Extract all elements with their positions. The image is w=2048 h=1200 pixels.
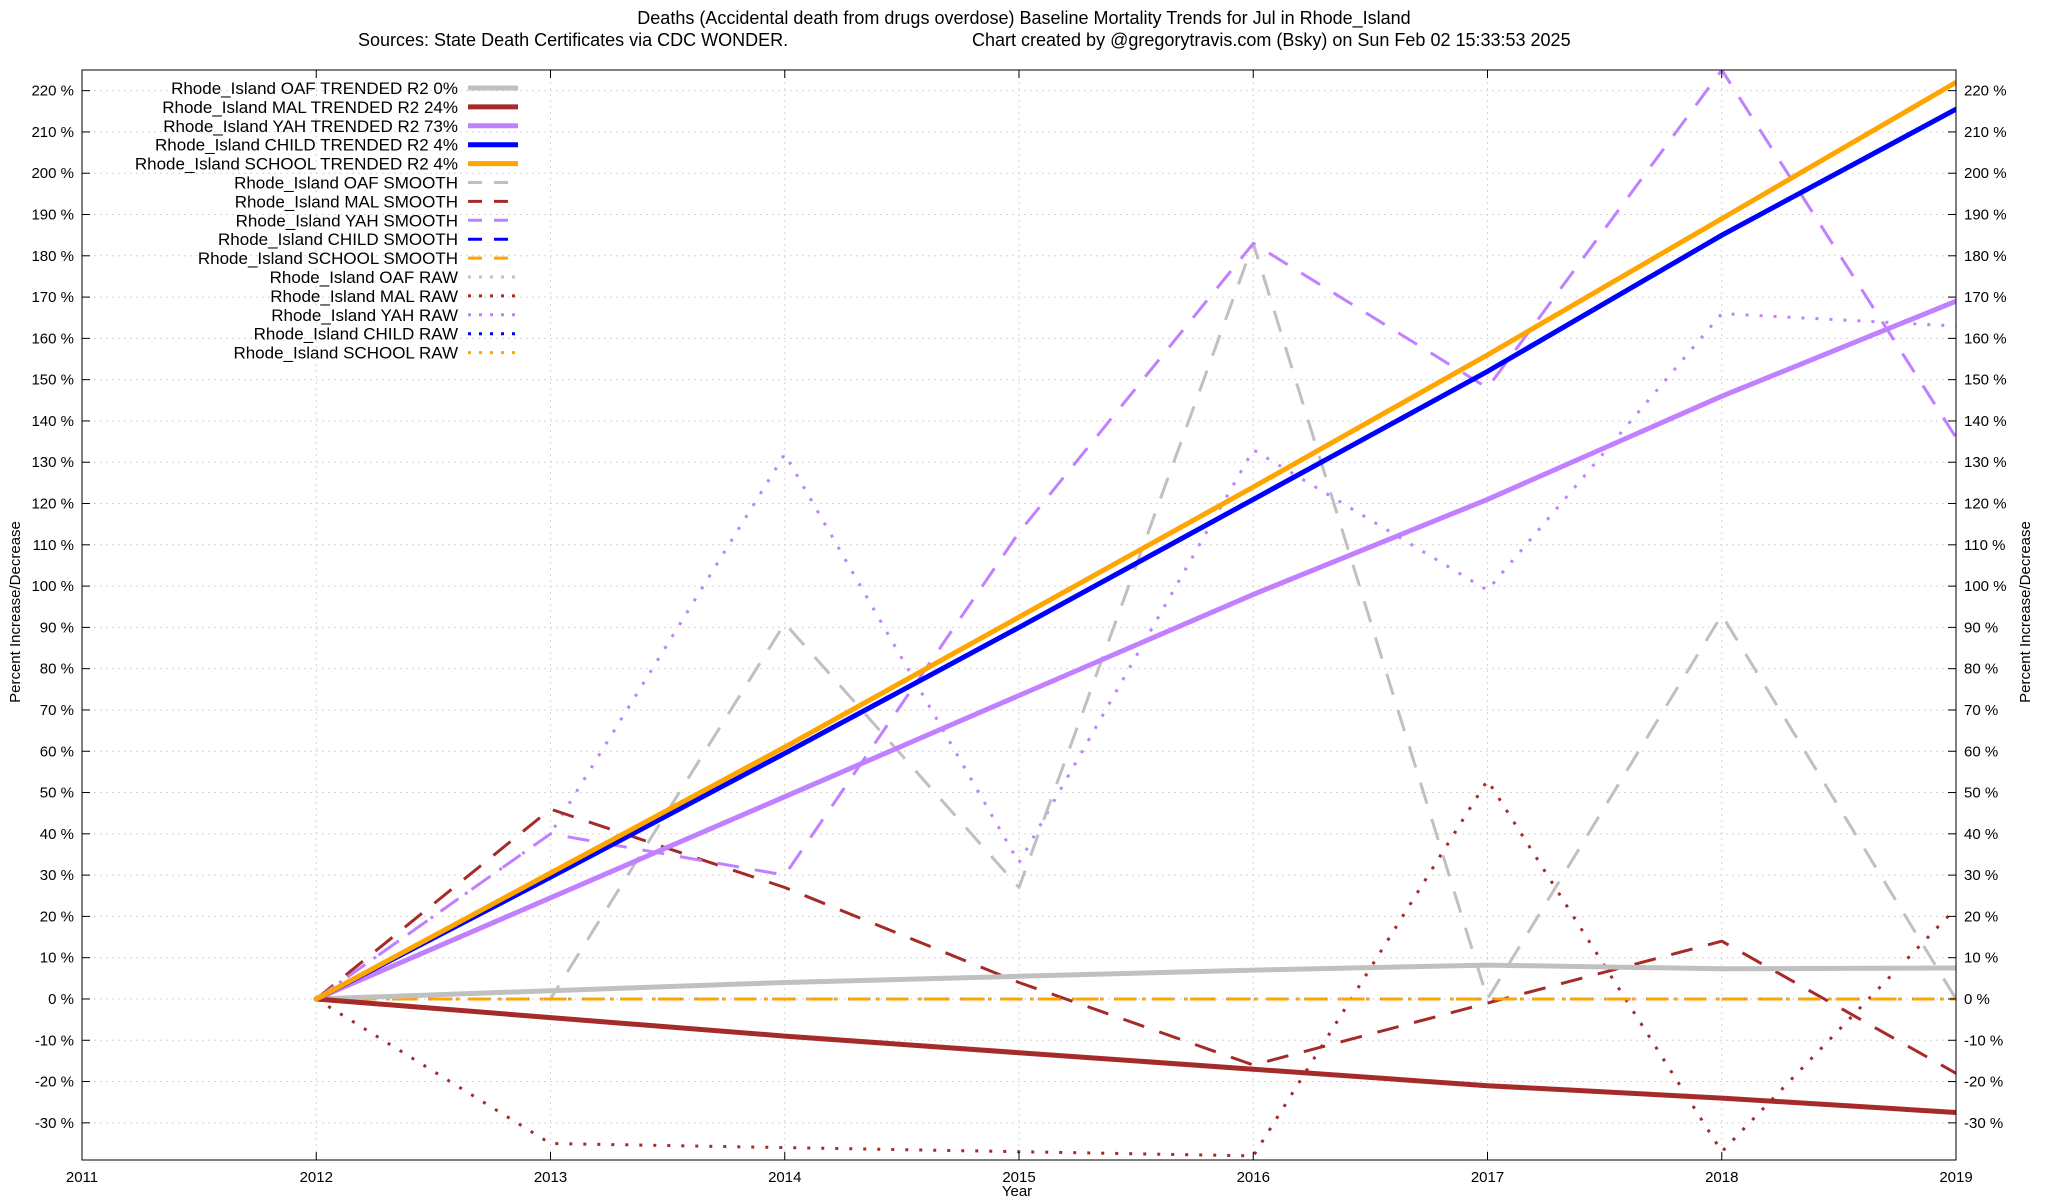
y-tick-label-left: 200 %: [31, 165, 74, 182]
y-tick-label-right: 80 %: [1964, 661, 1998, 678]
y-tick-label-right: -10 %: [1964, 1032, 2003, 1049]
chart-credit: Chart created by @gregorytravis.com (Bsk…: [972, 30, 1571, 50]
y-tick-label-right: 40 %: [1964, 826, 1998, 843]
y-tick-label-right: 160 %: [1964, 330, 2007, 347]
y-tick-label-left: -10 %: [35, 1032, 74, 1049]
x-tick-label: 2016: [1237, 1169, 1270, 1186]
legend-label: Rhode_Island CHILD RAW: [254, 325, 458, 344]
y-tick-label-right: 120 %: [1964, 496, 2007, 513]
y-tick-label-right: 0 %: [1964, 991, 1990, 1008]
legend-label: Rhode_Island YAH TRENDED R2 73%: [163, 117, 458, 136]
y-tick-label-left: 140 %: [31, 413, 74, 430]
series-lines: [313, 70, 1956, 1158]
y-tick-label-left: 0 %: [48, 991, 74, 1008]
x-tick-label: 2011: [66, 1169, 98, 1186]
series-line-0: [313, 962, 1956, 1002]
series-line-5: [316, 241, 1956, 1001]
y-tick-label-right: 210 %: [1964, 124, 2007, 141]
y-tick-label-right: 200 %: [1964, 165, 2007, 182]
series-line-2: [313, 298, 1956, 1002]
y-tick-label-left: 150 %: [31, 372, 74, 389]
chart-sources: Sources: State Death Certificates via CD…: [358, 30, 788, 50]
y-tick-label-left: -30 %: [35, 1115, 74, 1132]
y-tick-label-left: 210 %: [31, 124, 74, 141]
legend-label: Rhode_Island SCHOOL SMOOTH: [198, 249, 458, 268]
y-tick-label-right: 170 %: [1964, 289, 2007, 306]
x-tick-label: 2019: [1939, 1169, 1972, 1186]
y-tick-label-right: 70 %: [1964, 702, 1998, 719]
y-axis-label-right: Percent Increase/Decrease: [2017, 521, 2034, 703]
y-tick-label-left: 70 %: [40, 702, 74, 719]
y-tick-label-right: 60 %: [1964, 743, 1998, 760]
y-tick-label-right: 180 %: [1964, 248, 2007, 265]
y-tick-label-left: 220 %: [31, 83, 74, 100]
y-tick-label-right: 20 %: [1964, 908, 1998, 925]
axis-ticks: 2011 2012 2013 2014 2015 2016 2017 2018 2019 -30 …: [31, 70, 2007, 1186]
series-line-4: [313, 79, 1956, 1002]
y-tick-label-left: 10 %: [40, 950, 74, 967]
series-line-12: [315, 312, 1956, 1001]
y-tick-label-right: 30 %: [1964, 867, 1998, 884]
y-tick-label-right: 220 %: [1964, 83, 2007, 100]
y-axis-label-left: Percent Increase/Decrease: [7, 521, 24, 703]
series-line-7: [315, 70, 1956, 1001]
legend-label: Rhode_Island OAF TRENDED R2 0%: [171, 79, 458, 98]
x-tick-label: 2014: [768, 1169, 801, 1186]
y-tick-label-left: 130 %: [31, 454, 74, 471]
legend-label: Rhode_Island MAL TRENDED R2 24%: [162, 98, 458, 117]
x-tick-label: 2017: [1471, 1169, 1504, 1186]
series-line-1: [313, 996, 1956, 1115]
y-tick-label-right: 140 %: [1964, 413, 2007, 430]
y-tick-label-left: 110 %: [33, 537, 74, 554]
x-tick-label: 2015: [1002, 1169, 1035, 1186]
legend-label: Rhode_Island SCHOOL TRENDED R2 4%: [135, 155, 458, 174]
y-tick-label-left: 50 %: [40, 785, 74, 802]
y-tick-label-right: 50 %: [1964, 785, 1998, 802]
y-tick-label-right: 150 %: [1964, 372, 2007, 389]
y-tick-label-left: 20 %: [40, 908, 74, 925]
y-tick-label-left: 120 %: [31, 496, 74, 513]
y-tick-label-left: 80 %: [40, 661, 74, 678]
legend-label: Rhode_Island SCHOOL RAW: [233, 344, 458, 363]
x-tick-label: 2013: [534, 1169, 567, 1186]
y-tick-label-left: 60 %: [40, 743, 74, 760]
legend-label: Rhode_Island YAH RAW: [271, 306, 458, 325]
y-tick-label-right: 100 %: [1964, 578, 2007, 595]
grid: [81, 70, 1957, 1160]
y-tick-label-left: 180 %: [31, 248, 74, 265]
chart-title: Deaths (Accidental death from drugs over…: [637, 8, 1410, 29]
y-tick-label-right: 10 %: [1964, 950, 1998, 967]
y-tick-label-left: 170 %: [31, 289, 74, 306]
y-tick-label-left: 90 %: [40, 619, 74, 636]
y-tick-label-left: 30 %: [40, 867, 74, 884]
legend-label: Rhode_Island MAL RAW: [270, 287, 458, 306]
series-line-6: [315, 807, 1956, 1075]
x-axis-label: Year: [1002, 1183, 1032, 1200]
x-tick-label: 2012: [300, 1169, 333, 1186]
y-tick-label-left: 100 %: [31, 578, 74, 595]
y-tick-label-right: -30 %: [1964, 1115, 2003, 1132]
y-tick-label-right: -20 %: [1964, 1074, 2003, 1091]
legend-label: Rhode_Island OAF SMOOTH: [234, 174, 458, 193]
y-tick-label-left: 190 %: [31, 207, 74, 224]
y-tick-label-left: 40 %: [40, 826, 74, 843]
y-tick-label-right: 190 %: [1964, 207, 2007, 224]
legend-label: Rhode_Island CHILD TRENDED R2 4%: [155, 136, 458, 155]
legend-label: Rhode_Island YAH SMOOTH: [236, 211, 458, 230]
y-tick-label-right: 110 %: [1964, 537, 2005, 554]
series-line-3: [313, 106, 1956, 1002]
legend-label: Rhode_Island MAL SMOOTH: [235, 192, 458, 211]
y-tick-label-right: 130 %: [1964, 454, 2007, 471]
legend: Rhode_Island OAF TRENDED R2 0%Rhode_Isla…: [135, 79, 518, 363]
y-tick-label-left: -20 %: [35, 1074, 74, 1091]
y-tick-label-left: 160 %: [31, 330, 74, 347]
legend-label: Rhode_Island OAF RAW: [270, 268, 458, 287]
legend-label: Rhode_Island CHILD SMOOTH: [218, 230, 458, 249]
y-tick-label-right: 90 %: [1964, 619, 1998, 636]
x-tick-label: 2018: [1705, 1169, 1738, 1186]
